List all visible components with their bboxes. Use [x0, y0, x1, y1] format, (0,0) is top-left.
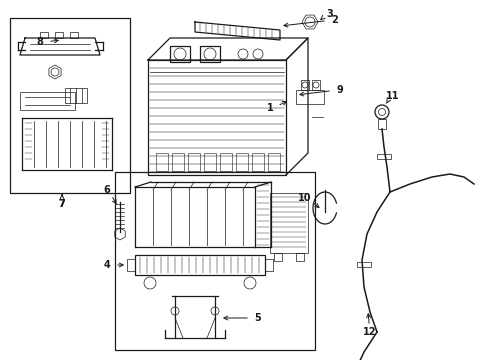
Bar — [127, 259, 135, 271]
Text: 9: 9 — [336, 85, 343, 95]
Bar — [356, 262, 370, 267]
Bar — [295, 90, 324, 104]
Bar — [273, 253, 282, 261]
Bar — [148, 60, 285, 175]
Text: 1: 1 — [266, 103, 273, 113]
Text: 11: 11 — [386, 91, 399, 101]
Text: 8: 8 — [37, 37, 43, 47]
Bar — [220, 153, 231, 171]
Bar — [377, 119, 385, 129]
Bar — [172, 153, 183, 171]
Bar — [135, 255, 264, 275]
Bar — [20, 92, 75, 110]
Bar — [40, 32, 48, 38]
Bar — [187, 153, 200, 171]
Bar — [236, 153, 247, 171]
Text: 7: 7 — [59, 199, 65, 209]
Bar — [301, 80, 308, 90]
Bar — [170, 46, 190, 62]
Bar — [269, 193, 307, 253]
Bar — [251, 153, 264, 171]
Bar — [65, 88, 87, 103]
Bar — [376, 154, 390, 159]
Text: 4: 4 — [103, 260, 110, 270]
Text: 10: 10 — [298, 193, 311, 203]
Bar — [156, 153, 168, 171]
Text: 3: 3 — [326, 9, 333, 19]
Bar — [200, 46, 220, 62]
Bar — [295, 253, 304, 261]
Bar — [55, 32, 63, 38]
Bar — [203, 153, 216, 171]
Text: 6: 6 — [103, 185, 110, 195]
Bar — [115, 172, 314, 350]
Bar — [70, 32, 78, 38]
Text: 7: 7 — [59, 199, 65, 209]
Bar — [311, 80, 319, 90]
Bar — [267, 153, 280, 171]
Bar — [264, 259, 272, 271]
Bar — [10, 18, 130, 193]
Text: 12: 12 — [363, 327, 376, 337]
Text: 2: 2 — [331, 15, 338, 25]
Text: 5: 5 — [254, 313, 261, 323]
